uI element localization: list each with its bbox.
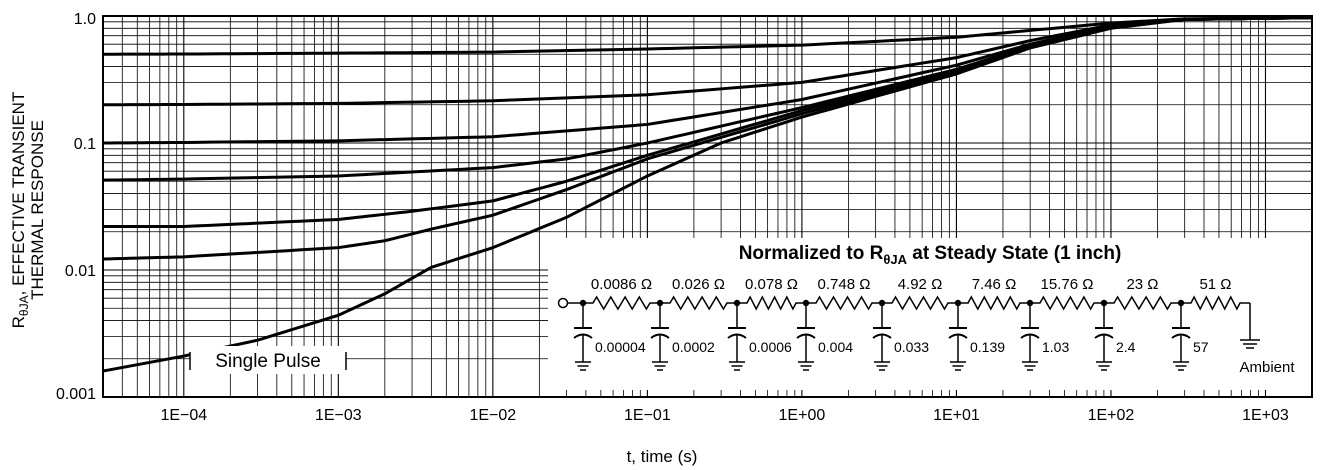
resistor-4 xyxy=(806,295,882,311)
x-tick-label: 1E+00 xyxy=(779,407,826,424)
y-tick-label: 1.0 xyxy=(74,11,96,28)
capacitor-label: 2.4 xyxy=(1116,339,1136,355)
resistor-label: 0.748 Ω xyxy=(818,276,871,293)
x-tick-label: 1E−02 xyxy=(469,407,516,424)
resistor-2 xyxy=(660,295,737,311)
network-circuit: 0.0086 Ω 0.00004 0.026 Ω 0.0002 0.078 Ω 0.000… xyxy=(557,276,1295,376)
resistor-label: 7.46 Ω xyxy=(972,276,1017,293)
capacitor-label: 0.033 xyxy=(894,339,929,355)
x-tick-label: 1E+01 xyxy=(933,407,980,424)
y-axis-title: RθJA, EFFECTIVE TRANSIENT THERMAL RESPON… xyxy=(9,92,47,329)
y-tick-label: 0.001 xyxy=(56,386,96,403)
y-axis-title-main: R xyxy=(9,316,28,328)
y-tick-label: 0.01 xyxy=(65,263,96,280)
capacitor-label: 0.0006 xyxy=(749,339,792,355)
y-tick-label: 0.1 xyxy=(74,136,96,153)
resistor-6 xyxy=(958,295,1030,311)
series-curves xyxy=(103,16,1312,373)
series-line-4 xyxy=(103,16,1312,182)
resistor-label: 15.76 Ω xyxy=(1041,276,1094,293)
network-background xyxy=(548,238,1311,390)
capacitor-label: 0.00004 xyxy=(595,339,646,355)
resistor-5 xyxy=(882,295,958,311)
series-line-2 xyxy=(103,16,1312,107)
series-line-3 xyxy=(103,16,1312,145)
y-tick-labels: 0.001 0.01 0.1 1.0 xyxy=(56,11,96,403)
resistor-label: 51 Ω xyxy=(1199,276,1231,293)
capacitor-label: 0.139 xyxy=(970,339,1005,355)
plot-frame xyxy=(102,15,1313,398)
resistor-1 xyxy=(583,295,660,311)
capacitor-label: 1.03 xyxy=(1042,339,1069,355)
series-line-5 xyxy=(103,16,1312,229)
svg-text:RθJA, EFFECTIVE TRANSIENT: RθJA, EFFECTIVE TRANSIENT xyxy=(9,92,31,329)
resistor-label: 4.92 Ω xyxy=(898,276,943,293)
y-axis-title-rest: , EFFECTIVE TRANSIENT xyxy=(9,92,28,296)
network-title: Normalized to RθJA at Steady State (1 in… xyxy=(739,243,1122,267)
x-tick-labels: 1E−04 1E−03 1E−02 1E−01 1E+00 1E+01 1E+02 1E+03 xyxy=(160,407,1288,424)
capacitor-label: 57 xyxy=(1193,339,1209,355)
x-tick-label: 1E−03 xyxy=(315,407,362,424)
resistor-9 xyxy=(1181,295,1250,311)
capacitor-label: 0.004 xyxy=(818,339,853,355)
single-pulse-text: Single Pulse xyxy=(215,351,321,372)
rc-network-inset: Normalized to RθJA at Steady State (1 in… xyxy=(548,238,1311,390)
resistor-label: 0.026 Ω xyxy=(672,276,725,293)
x-tick-label: 1E−01 xyxy=(624,407,671,424)
resistor-7 xyxy=(1030,295,1104,311)
capacitor-label: 0.0002 xyxy=(672,339,715,355)
x-axis-title: t, time (s) xyxy=(627,447,698,466)
x-tick-label: 1E+02 xyxy=(1088,407,1135,424)
resistor-label: 0.0086 Ω xyxy=(591,276,652,293)
y-axis-title-line2: THERMAL RESPONSE xyxy=(28,120,47,300)
network-title-main: Normalized to R xyxy=(739,243,884,264)
input-terminal xyxy=(557,297,569,309)
network-title-sub: θJA xyxy=(883,252,907,267)
x-tick-label: 1E−04 xyxy=(160,407,207,424)
ambient-label: Ambient xyxy=(1239,359,1295,376)
network-title-rest: at Steady State (1 inch) xyxy=(907,243,1121,264)
resistor-3 xyxy=(737,295,806,311)
y-axis-title-sub: θJA xyxy=(17,295,31,316)
x-tick-label: 1E+03 xyxy=(1242,407,1289,424)
resistor-label: 23 Ω xyxy=(1126,276,1158,293)
series-line-7 xyxy=(103,16,1312,373)
resistor-8 xyxy=(1104,295,1181,311)
single-pulse-label: Single Pulse xyxy=(189,346,347,374)
resistor-label: 0.078 Ω xyxy=(745,276,798,293)
